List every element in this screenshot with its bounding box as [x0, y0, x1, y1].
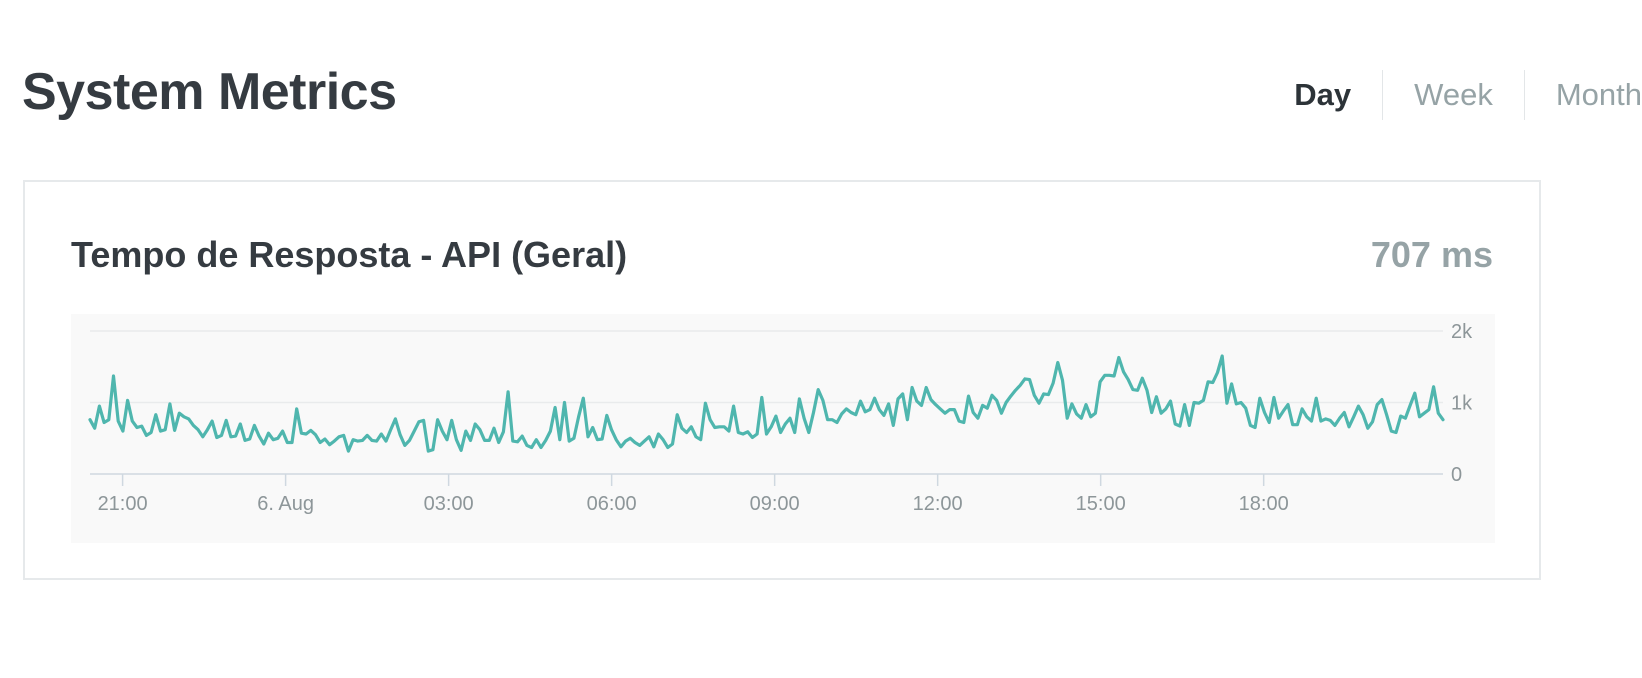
chart-svg: 0 1k 2k 21:00 6. Aug 03:00 06:00 09:00 12:00 15:0… — [88, 321, 1473, 515]
tab-month[interactable]: Month — [1523, 70, 1642, 120]
x-tick-label: 21:00 — [98, 493, 148, 515]
page-header: System Metrics Day Week Month — [0, 0, 1642, 190]
y-tick-label: 0 — [1451, 464, 1462, 486]
y-tick-label: 1k — [1451, 393, 1473, 415]
x-tick-label: 6. Aug — [257, 493, 314, 515]
series-line — [88, 354, 1445, 453]
response-time-chart: 0 1k 2k 21:00 6. Aug 03:00 06:00 09:00 12:00 15:0… — [71, 314, 1495, 543]
time-range-tabs: Day Week Month — [1263, 70, 1642, 120]
x-tick-label: 15:00 — [1076, 493, 1126, 515]
y-tick-label: 2k — [1451, 321, 1473, 343]
metric-card: Tempo de Resposta - API (Geral) 707 ms 0… — [23, 180, 1541, 580]
x-tick-label: 03:00 — [424, 493, 474, 515]
x-tick-label: 12:00 — [913, 493, 963, 515]
metric-current-value: 707 ms — [1370, 234, 1493, 275]
metric-title: Tempo de Resposta - API (Geral) — [71, 234, 628, 275]
x-tick-label: 09:00 — [750, 493, 800, 515]
x-tick-label: 06:00 — [587, 493, 637, 515]
tab-week[interactable]: Week — [1382, 70, 1524, 120]
page-title: System Metrics — [22, 63, 397, 121]
tab-day[interactable]: Day — [1294, 77, 1352, 112]
x-tick-label: 18:00 — [1239, 493, 1289, 515]
